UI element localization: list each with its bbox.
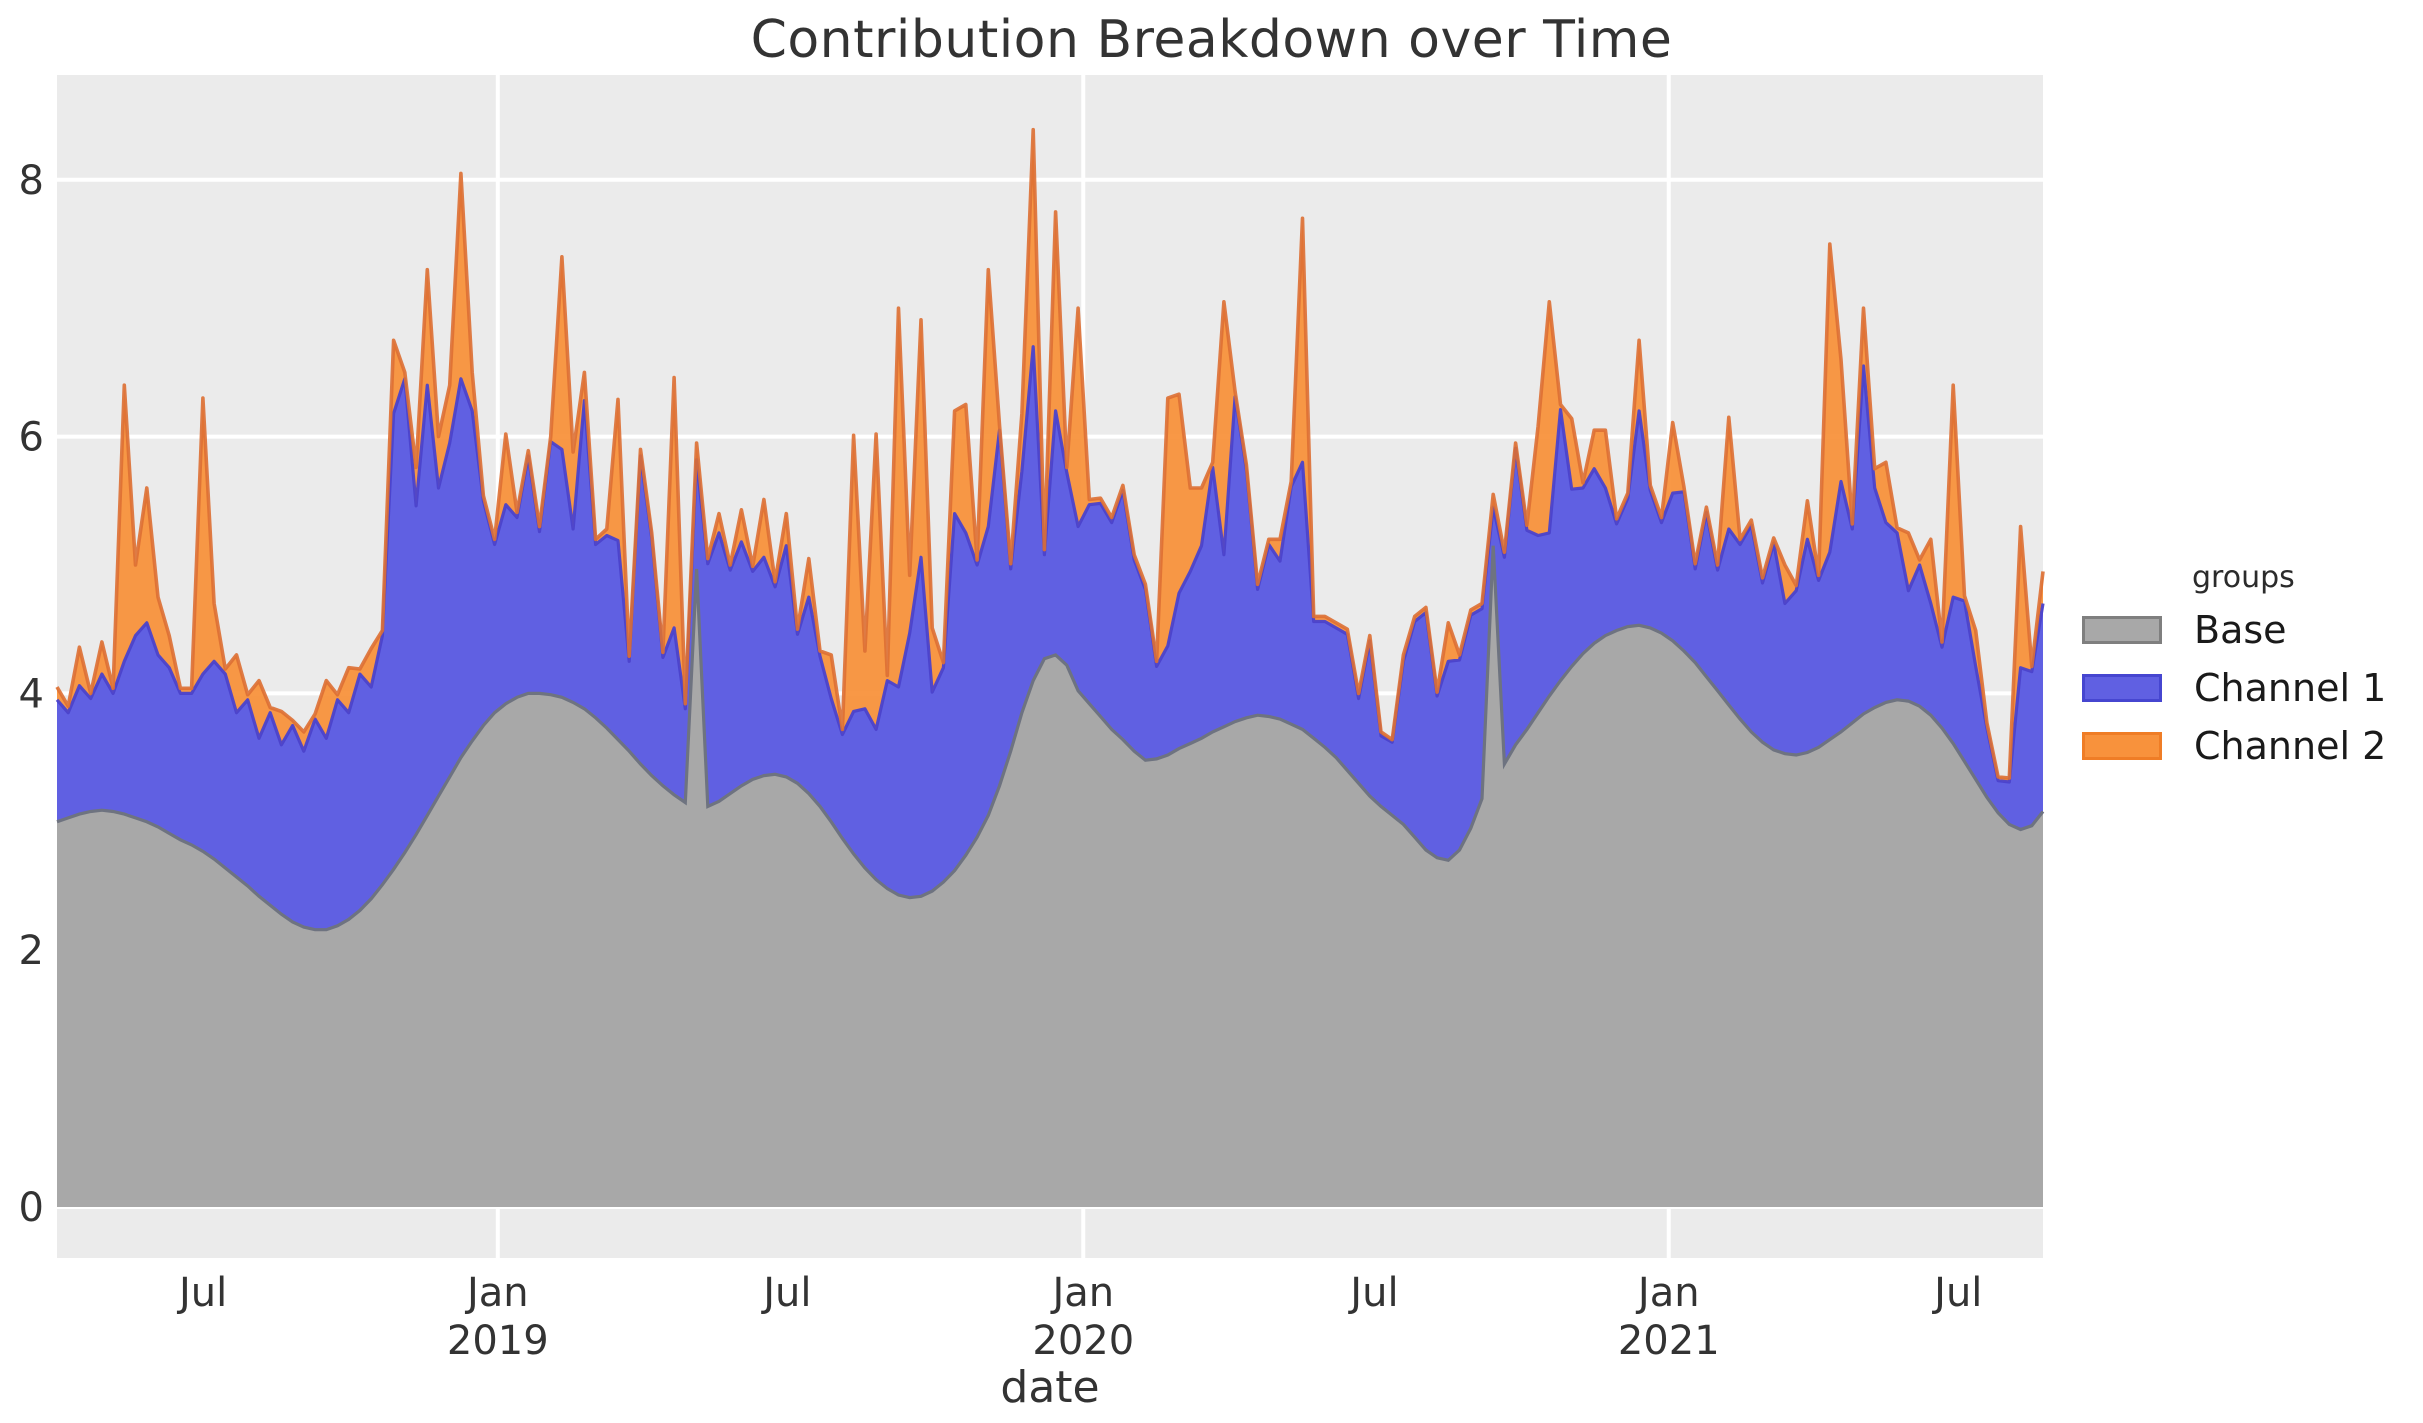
- legend-item-channel-1: Channel 1: [2082, 666, 2422, 710]
- legend-label: Channel 1: [2194, 666, 2387, 710]
- legend-swatch-channel-2: [2082, 732, 2162, 760]
- chart-title: Contribution Breakdown over Time: [750, 10, 1673, 70]
- x-tick-label: Jan: [464, 1270, 529, 1316]
- legend-label: Base: [2194, 608, 2287, 652]
- y-tick-label-8: 8: [19, 158, 44, 204]
- x-tick-year-label: 2019: [447, 1318, 549, 1364]
- legend-label: Channel 2: [2194, 724, 2387, 768]
- legend-title: groups: [2192, 560, 2295, 595]
- area-channel-2: [57, 129, 2043, 782]
- area-base: [57, 545, 2043, 1207]
- x-tick-label: Jul: [1931, 1270, 1982, 1316]
- legend-swatch-base: [2082, 616, 2162, 644]
- x-tick-label: Jul: [1347, 1270, 1398, 1316]
- area-channel-1: [57, 346, 2043, 930]
- x-tick-year-label: 2021: [1618, 1318, 1720, 1364]
- x-tick-label: Jan: [1049, 1270, 1114, 1316]
- outline-total: [55, 127, 2045, 780]
- x-tick-label: Jan: [1635, 1270, 1700, 1316]
- y-tick-label-0: 0: [19, 1185, 44, 1231]
- y-tick-label-4: 4: [19, 671, 44, 717]
- outline-base: [56, 545, 2045, 932]
- x-tick-label: Jul: [760, 1270, 811, 1316]
- y-tick-label-2: 2: [19, 928, 44, 974]
- y-tick-label-6: 6: [19, 415, 44, 461]
- legend: groups Base Channel 1 Channel 2: [2082, 560, 2422, 787]
- legend-item-base: Base: [2082, 608, 2422, 652]
- x-axis-label: date: [1000, 1362, 1100, 1413]
- x-tick-year-label: 2020: [1032, 1318, 1134, 1364]
- x-tick-label: Jul: [176, 1270, 227, 1316]
- legend-swatch-channel-1: [2082, 674, 2162, 702]
- legend-item-channel-2: Channel 2: [2082, 724, 2422, 768]
